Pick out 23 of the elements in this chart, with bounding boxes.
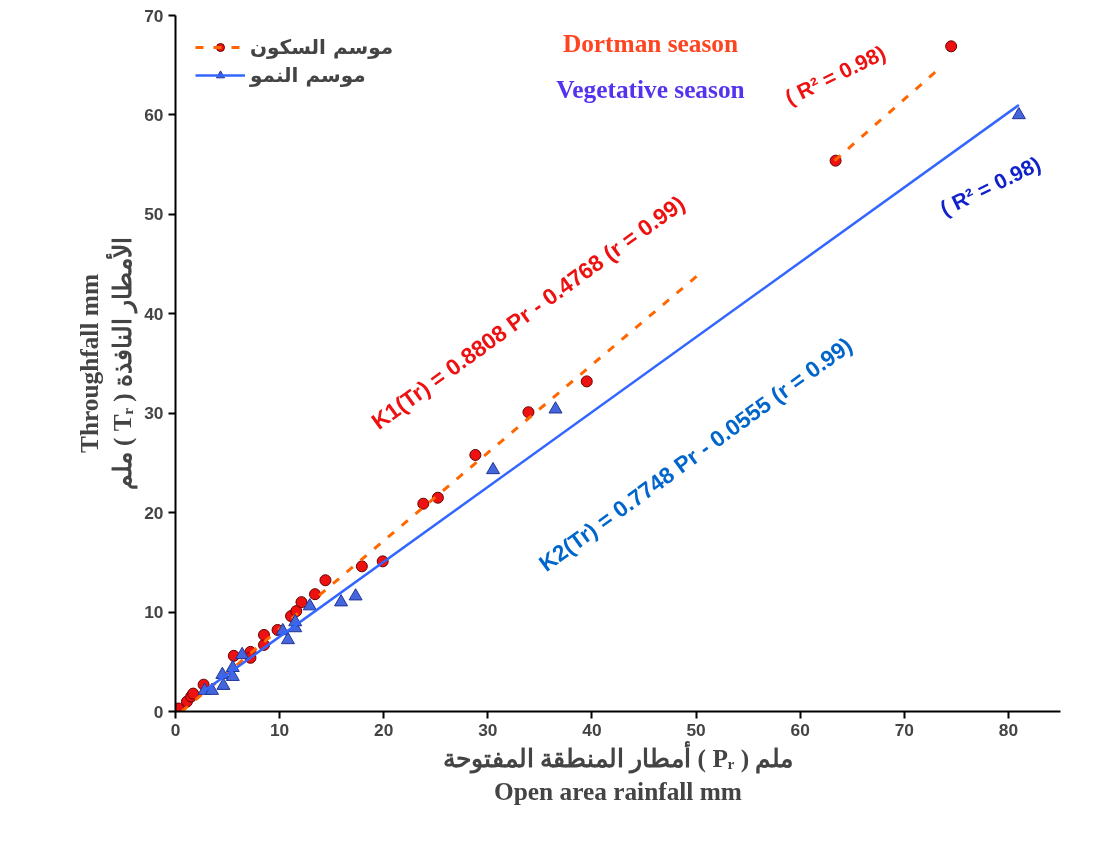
legend-label: موسم السكون (250, 35, 394, 59)
x-tick-label: 10 (269, 719, 290, 740)
y-tick-label: 70 (144, 5, 164, 26)
x-tick-label: 70 (894, 719, 914, 740)
y-tick-label: 40 (144, 303, 164, 324)
annotation: ( R² = 0.98) (781, 40, 890, 111)
x-tick-label: 30 (478, 719, 498, 740)
y-tick-label: 10 (144, 602, 164, 623)
y-tick-label: 50 (144, 204, 164, 225)
x-tick-label: 60 (790, 719, 810, 740)
x-tick-label: 50 (686, 719, 706, 740)
y-tick-label: 20 (144, 502, 164, 523)
x-tick-label: 80 (998, 719, 1019, 740)
y-tick-label: 30 (144, 403, 164, 424)
x-tick-label: 0 (170, 719, 181, 740)
x-tick-label: 40 (582, 719, 602, 740)
x-tick-label: 20 (374, 719, 394, 740)
annotation: Vegetative season (556, 74, 745, 103)
annotation: Dortman season (562, 28, 739, 57)
legend-label: موسم النمو (250, 63, 366, 87)
y-tick-label: 0 (153, 701, 164, 722)
annotation: ( R² = 0.98) (936, 151, 1045, 222)
y-tick-label: 60 (144, 104, 164, 125)
